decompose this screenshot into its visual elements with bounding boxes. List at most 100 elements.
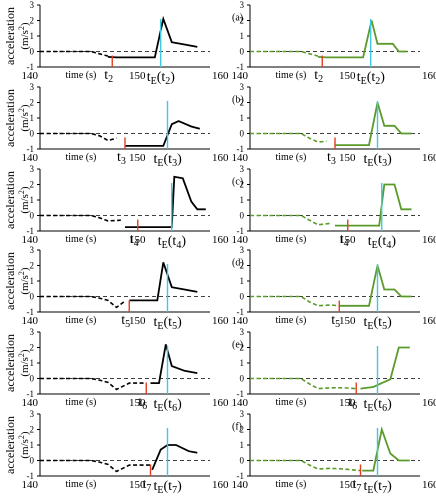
y-tick-label: -1: [27, 471, 35, 481]
y-tick-label: 3: [240, 82, 245, 92]
y-tick-label: 0: [240, 292, 245, 302]
x-axis-label: time (s): [276, 397, 307, 408]
y-tick-label: -1: [27, 62, 35, 72]
event-label-ti: t2: [104, 68, 113, 85]
curve-solid: [335, 102, 412, 146]
curve-dashed: [250, 377, 357, 390]
y-tick-label: -1: [237, 471, 245, 481]
y-tick-label: 2: [240, 180, 245, 190]
panel-label: (b): [232, 95, 244, 106]
curve-solid: [362, 426, 410, 472]
x-axis-label: time (s): [276, 234, 307, 245]
y-tick-label: 0: [30, 292, 35, 302]
y-tick-label: -1: [237, 226, 245, 236]
y-tick-label: 3: [240, 164, 245, 174]
x-axis-label: time (s): [66, 70, 97, 81]
curve-dashed: [40, 295, 126, 309]
x-tick-label: 150: [339, 479, 356, 491]
y-tick-label: -1: [237, 62, 245, 72]
x-tick-label: 160: [422, 152, 436, 164]
curve-solid: [335, 183, 412, 227]
x-tick-label: 150: [129, 152, 146, 164]
y-tick-label: 2: [240, 343, 245, 353]
curve-solid: [107, 15, 198, 59]
x-axis-label: time (s): [66, 234, 97, 245]
y-tick-label: -1: [27, 226, 35, 236]
panel-label: (d): [232, 258, 244, 269]
x-tick-label: 150: [339, 315, 356, 327]
y-axis-unit: (m/s2): [17, 349, 31, 377]
event-label-ti: t3: [327, 150, 336, 167]
y-tick-label: 3: [30, 327, 35, 337]
y-tick-label: 2: [240, 16, 245, 26]
y-tick-label: 1: [240, 113, 245, 123]
panel-label: (c): [232, 177, 243, 188]
x-axis-label: time (s): [276, 70, 307, 81]
y-tick-label: 3: [30, 0, 35, 10]
x-axis-label: time (s): [276, 479, 307, 490]
y-tick-label: 3: [240, 245, 245, 255]
y-tick-label: 2: [30, 16, 35, 26]
event-label-ti: t4: [130, 232, 139, 249]
panel-label: (e): [232, 340, 243, 351]
panel-label: (a): [232, 13, 243, 24]
x-tick-label: 140: [22, 479, 39, 491]
x-axis-label: time (s): [276, 152, 307, 163]
y-tick-label: 1: [30, 358, 35, 368]
x-axis-label: time (s): [66, 152, 97, 163]
event-label-ti: t3: [117, 150, 126, 167]
y-tick-label: -1: [237, 144, 245, 154]
x-tick-label: 150: [339, 397, 356, 409]
y-tick-label: 2: [240, 425, 245, 435]
x-axis-label: time (s): [66, 315, 97, 326]
y-tick-label: -1: [237, 389, 245, 399]
y-tick-label: -1: [27, 389, 35, 399]
x-tick-label: 140: [22, 397, 39, 409]
x-tick-label: 150: [339, 70, 356, 82]
x-axis-label: time (s): [276, 315, 307, 326]
event-label-ti: t7: [353, 477, 362, 494]
y-axis-unit: (m/s2): [17, 431, 31, 459]
y-tick-label: 0: [30, 456, 35, 466]
x-tick-label: 160: [422, 70, 436, 82]
panel-label: (f): [232, 422, 242, 433]
y-axis-unit: (m/s2): [17, 267, 31, 295]
event-label-tE: tE(t4): [158, 234, 187, 251]
curve-dashed: [250, 459, 361, 472]
x-tick-label: 140: [232, 315, 249, 327]
x-tick-label: 150: [339, 234, 356, 246]
curve-solid: [360, 346, 410, 390]
event-label-tE: tE(t7): [364, 479, 393, 496]
x-tick-label: 160: [212, 397, 229, 409]
y-tick-label: 0: [240, 211, 245, 221]
event-label-tE: tE(t2): [357, 70, 386, 87]
curve-solid: [151, 444, 198, 471]
event-label-tE: tE(t3): [154, 152, 183, 169]
y-tick-label: 2: [240, 261, 245, 271]
y-axis-label: acceleration: [3, 7, 17, 65]
x-tick-label: 160: [212, 152, 229, 164]
event-label-ti: t7: [143, 477, 152, 494]
y-axis-label: acceleration: [3, 334, 17, 392]
x-tick-label: 150: [129, 70, 146, 82]
x-tick-label: 150: [339, 152, 356, 164]
curve-solid: [125, 120, 201, 147]
curve-solid: [150, 344, 198, 384]
y-tick-label: 3: [30, 82, 35, 92]
x-tick-label: 140: [232, 234, 249, 246]
curve-dashed: [250, 50, 319, 57]
curve-solid: [317, 20, 408, 59]
y-tick-label: -1: [27, 307, 35, 317]
x-tick-label: 150: [129, 315, 146, 327]
curve-dashed: [40, 132, 117, 142]
y-tick-label: 2: [30, 180, 35, 190]
